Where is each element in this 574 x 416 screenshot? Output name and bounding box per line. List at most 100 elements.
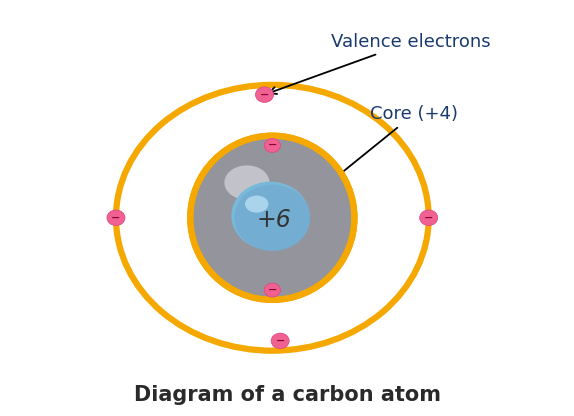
Ellipse shape (255, 197, 277, 218)
Ellipse shape (220, 163, 317, 260)
Ellipse shape (190, 136, 354, 300)
Ellipse shape (253, 193, 274, 215)
Text: Diagram of a carbon atom: Diagram of a carbon atom (134, 385, 440, 406)
Ellipse shape (204, 148, 338, 282)
Ellipse shape (250, 198, 288, 231)
Ellipse shape (223, 166, 316, 259)
Ellipse shape (255, 87, 274, 102)
Ellipse shape (259, 201, 270, 212)
Ellipse shape (225, 168, 312, 256)
Ellipse shape (258, 206, 274, 220)
Text: +6: +6 (257, 208, 292, 232)
Ellipse shape (201, 146, 341, 285)
Ellipse shape (192, 137, 353, 298)
Ellipse shape (251, 191, 278, 218)
Ellipse shape (254, 202, 281, 225)
Ellipse shape (245, 196, 269, 213)
Ellipse shape (258, 198, 269, 208)
Ellipse shape (247, 190, 285, 228)
Ellipse shape (213, 157, 325, 270)
Ellipse shape (190, 136, 354, 300)
Ellipse shape (242, 191, 299, 241)
Ellipse shape (194, 139, 350, 295)
Ellipse shape (257, 205, 276, 222)
Ellipse shape (218, 161, 320, 263)
Ellipse shape (197, 141, 347, 292)
Ellipse shape (224, 165, 270, 200)
Text: −: − (267, 140, 277, 150)
Ellipse shape (244, 185, 286, 228)
Ellipse shape (257, 199, 274, 215)
Ellipse shape (263, 210, 267, 214)
Ellipse shape (230, 173, 307, 250)
Text: −: − (111, 213, 121, 223)
Ellipse shape (225, 168, 311, 253)
Ellipse shape (230, 172, 305, 247)
Text: −: − (260, 89, 269, 99)
Ellipse shape (212, 157, 327, 272)
Ellipse shape (245, 187, 289, 231)
Ellipse shape (243, 193, 297, 239)
Ellipse shape (205, 150, 336, 281)
Ellipse shape (236, 186, 308, 249)
Ellipse shape (193, 138, 351, 297)
Ellipse shape (262, 209, 269, 216)
Ellipse shape (215, 159, 323, 266)
Ellipse shape (237, 180, 297, 240)
Ellipse shape (252, 194, 280, 222)
Ellipse shape (260, 200, 266, 206)
Ellipse shape (246, 196, 292, 235)
Ellipse shape (197, 143, 346, 290)
Ellipse shape (203, 147, 339, 284)
Ellipse shape (238, 187, 306, 247)
Ellipse shape (255, 196, 272, 212)
Ellipse shape (248, 197, 290, 233)
Ellipse shape (245, 194, 294, 237)
Text: Valence electrons: Valence electrons (269, 33, 491, 94)
Ellipse shape (208, 152, 332, 276)
Ellipse shape (242, 185, 292, 234)
Ellipse shape (232, 176, 304, 247)
Ellipse shape (264, 139, 281, 153)
Ellipse shape (107, 210, 125, 225)
Ellipse shape (249, 189, 281, 221)
Ellipse shape (206, 150, 335, 279)
Ellipse shape (234, 176, 298, 240)
Ellipse shape (250, 192, 282, 225)
Text: −: − (276, 336, 285, 346)
Ellipse shape (220, 164, 319, 262)
Ellipse shape (199, 144, 344, 289)
Ellipse shape (264, 283, 281, 297)
Ellipse shape (262, 204, 267, 209)
Ellipse shape (251, 200, 285, 230)
Ellipse shape (239, 189, 304, 245)
Ellipse shape (420, 210, 438, 225)
Ellipse shape (260, 208, 272, 218)
Ellipse shape (200, 145, 343, 287)
Text: −: − (424, 213, 433, 223)
Ellipse shape (231, 182, 309, 250)
Ellipse shape (208, 152, 333, 278)
Ellipse shape (235, 178, 300, 244)
Ellipse shape (227, 171, 309, 253)
Ellipse shape (241, 183, 290, 231)
Ellipse shape (195, 140, 348, 294)
Ellipse shape (240, 183, 294, 237)
Ellipse shape (223, 166, 314, 257)
Ellipse shape (210, 154, 331, 275)
Ellipse shape (218, 161, 321, 265)
Ellipse shape (211, 155, 329, 272)
Ellipse shape (232, 174, 302, 244)
Ellipse shape (241, 190, 301, 243)
Ellipse shape (234, 185, 311, 251)
Ellipse shape (253, 201, 283, 228)
Text: −: − (267, 285, 277, 295)
Ellipse shape (239, 181, 293, 234)
Ellipse shape (246, 187, 284, 225)
Ellipse shape (271, 333, 289, 349)
Ellipse shape (255, 204, 278, 224)
Text: Core (+4): Core (+4) (331, 105, 458, 181)
Ellipse shape (227, 170, 308, 250)
Ellipse shape (215, 159, 324, 269)
Ellipse shape (236, 178, 296, 238)
